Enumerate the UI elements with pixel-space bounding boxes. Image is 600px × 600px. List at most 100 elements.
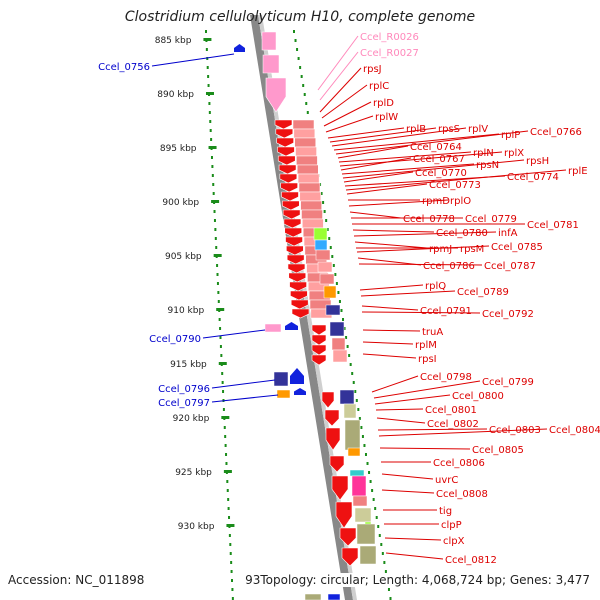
guide-dot <box>363 444 366 447</box>
label-rna: Ccel_R0026 <box>360 32 419 43</box>
ruler-dot <box>214 237 217 240</box>
cog-bar <box>296 155 318 166</box>
leader-line <box>349 211 402 219</box>
leader-line <box>341 163 475 175</box>
leader-line <box>360 290 456 297</box>
ruler-dot <box>219 336 222 339</box>
label-forward: rpsJ <box>363 64 382 75</box>
label-forward: Ccel_0808 <box>436 489 488 500</box>
leader-line <box>362 329 421 332</box>
leader-line <box>317 35 359 91</box>
guide-dot <box>389 597 392 600</box>
label-forward: rplO <box>450 196 471 207</box>
label-forward: rplB <box>406 124 426 135</box>
guide-dot <box>305 102 308 105</box>
cog-bar <box>323 285 337 299</box>
label-rna: Ccel_R0027 <box>360 48 419 59</box>
ruler-tick-label: 890 kbp <box>157 90 194 100</box>
cog-bar <box>293 128 316 139</box>
guide-dot <box>374 507 377 510</box>
kbp-ruler: 885 kbp 890 kbp 895 kbp 900 kbp 905 kbp 910 k… <box>155 30 392 600</box>
cog-bar <box>276 389 291 399</box>
forward-gene-arrow <box>311 344 327 356</box>
leader-line <box>331 127 467 147</box>
label-forward: Ccel_0806 <box>433 458 485 469</box>
cog-bar <box>347 447 361 457</box>
ruler-tick <box>221 416 230 419</box>
cog-bar <box>317 261 333 273</box>
leader-line <box>352 229 435 233</box>
guide-dot <box>355 399 358 402</box>
ruler-dot <box>208 102 211 105</box>
label-reverse: Ccel_0790 <box>149 334 201 345</box>
forward-gene-arrow <box>288 272 307 283</box>
ruler-tick <box>223 470 232 473</box>
guide-dot <box>360 426 363 429</box>
label-forward: rpsH <box>526 156 549 167</box>
cog-bar <box>352 495 368 507</box>
ruler-dot <box>209 120 212 123</box>
forward-gene-arrow <box>280 182 298 193</box>
label-forward: Ccel_0791 <box>420 306 472 317</box>
guide-dot <box>299 66 302 69</box>
ruler-dot <box>206 66 209 69</box>
label-forward: Ccel_0787 <box>484 261 536 272</box>
guide-dot <box>368 471 371 474</box>
label-forward: Ccel_0766 <box>530 127 582 138</box>
guide-dot <box>357 408 360 411</box>
guide-dot <box>322 201 325 204</box>
leader-line <box>361 311 481 314</box>
leader-line <box>348 199 449 207</box>
label-forward: Ccel_0781 <box>527 220 579 231</box>
label-forward: rplP <box>501 130 520 141</box>
topology-length-genes: Topology: circular; Length: 4,068,724 bp… <box>260 573 590 587</box>
ruler-dot <box>227 498 230 501</box>
leader-line <box>385 552 444 560</box>
ruler-tick <box>226 524 235 527</box>
leader-line <box>346 183 428 195</box>
reverse-gene-arrow <box>290 368 304 384</box>
forward-gene-arrow <box>281 191 299 202</box>
ruler-dot <box>222 390 225 393</box>
leader-line <box>321 84 368 119</box>
ruler-dot <box>231 588 234 591</box>
forward-gene-arrow <box>276 137 294 148</box>
label-forward: rplE <box>568 166 588 177</box>
label-forward: Ccel_0786 <box>423 261 475 272</box>
label-reverse: Ccel_0797 <box>158 398 210 409</box>
label-forward: Ccel_0805 <box>472 445 524 456</box>
forward-gene-arrow <box>335 501 353 529</box>
ruler-dot <box>207 75 210 78</box>
leader-line <box>381 489 435 494</box>
ruler-dot <box>229 552 232 555</box>
forward-gene-arrow <box>325 427 341 451</box>
cog-bar <box>292 119 315 130</box>
ruler-tick-label: 920 kbp <box>173 414 210 424</box>
ruler-dot <box>208 111 211 114</box>
label-forward: uvrC <box>435 475 458 486</box>
leader-line <box>319 51 359 101</box>
leader-line <box>211 379 276 389</box>
forward-gene-arrow <box>311 324 327 336</box>
ruler-dot <box>211 174 214 177</box>
guide-dot <box>328 237 331 240</box>
guide-dot <box>335 282 338 285</box>
ruler-dot <box>205 30 207 33</box>
reverse-gene-arrow <box>285 322 298 330</box>
label-forward: Ccel_0799 <box>482 377 534 388</box>
guide-dot <box>296 48 299 51</box>
guide-dot <box>332 264 335 267</box>
leader-line <box>357 257 422 266</box>
guide-dot <box>387 588 390 591</box>
ruler-tick <box>218 362 227 365</box>
guide-dot <box>349 363 352 366</box>
ruler-dot <box>210 156 213 159</box>
leader-line <box>358 263 483 266</box>
cog-bar <box>356 523 376 545</box>
guide-dot <box>297 57 300 60</box>
guide-dot <box>377 525 380 528</box>
leader-line <box>327 127 405 139</box>
ruler-dot <box>211 165 214 168</box>
cog-bar <box>301 209 323 220</box>
leader-line <box>338 151 472 163</box>
